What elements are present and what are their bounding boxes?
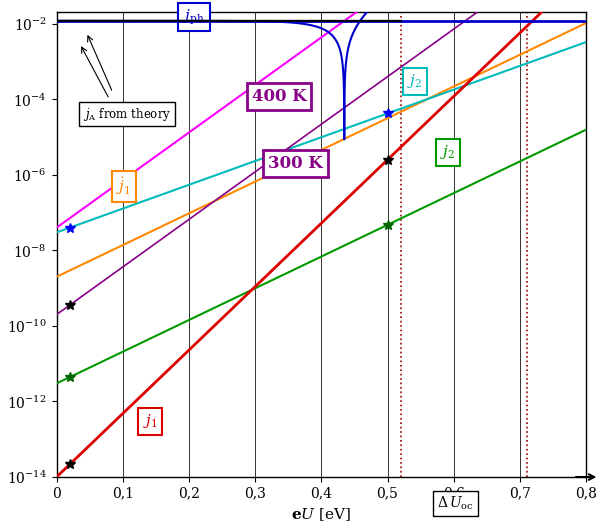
- Text: $\Delta\,U_{\mathrm{oc}}$: $\Delta\,U_{\mathrm{oc}}$: [437, 494, 474, 512]
- Text: 400 K: 400 K: [252, 88, 306, 105]
- X-axis label: $\mathbf{e}U$ [eV]: $\mathbf{e}U$ [eV]: [291, 506, 352, 523]
- Text: $j_{\mathrm{A}}$ from theory: $j_{\mathrm{A}}$ from theory: [83, 106, 172, 123]
- Text: $j_{\mathrm{ph}}$: $j_{\mathrm{ph}}$: [182, 7, 205, 27]
- Text: $j_1$: $j_1$: [143, 412, 158, 430]
- Text: $j_2$: $j_2$: [440, 143, 456, 161]
- Text: $j_2$: $j_2$: [407, 72, 423, 90]
- Text: $\dot{j}_1$: $\dot{j}_1$: [116, 175, 131, 197]
- Text: 300 K: 300 K: [268, 155, 323, 172]
